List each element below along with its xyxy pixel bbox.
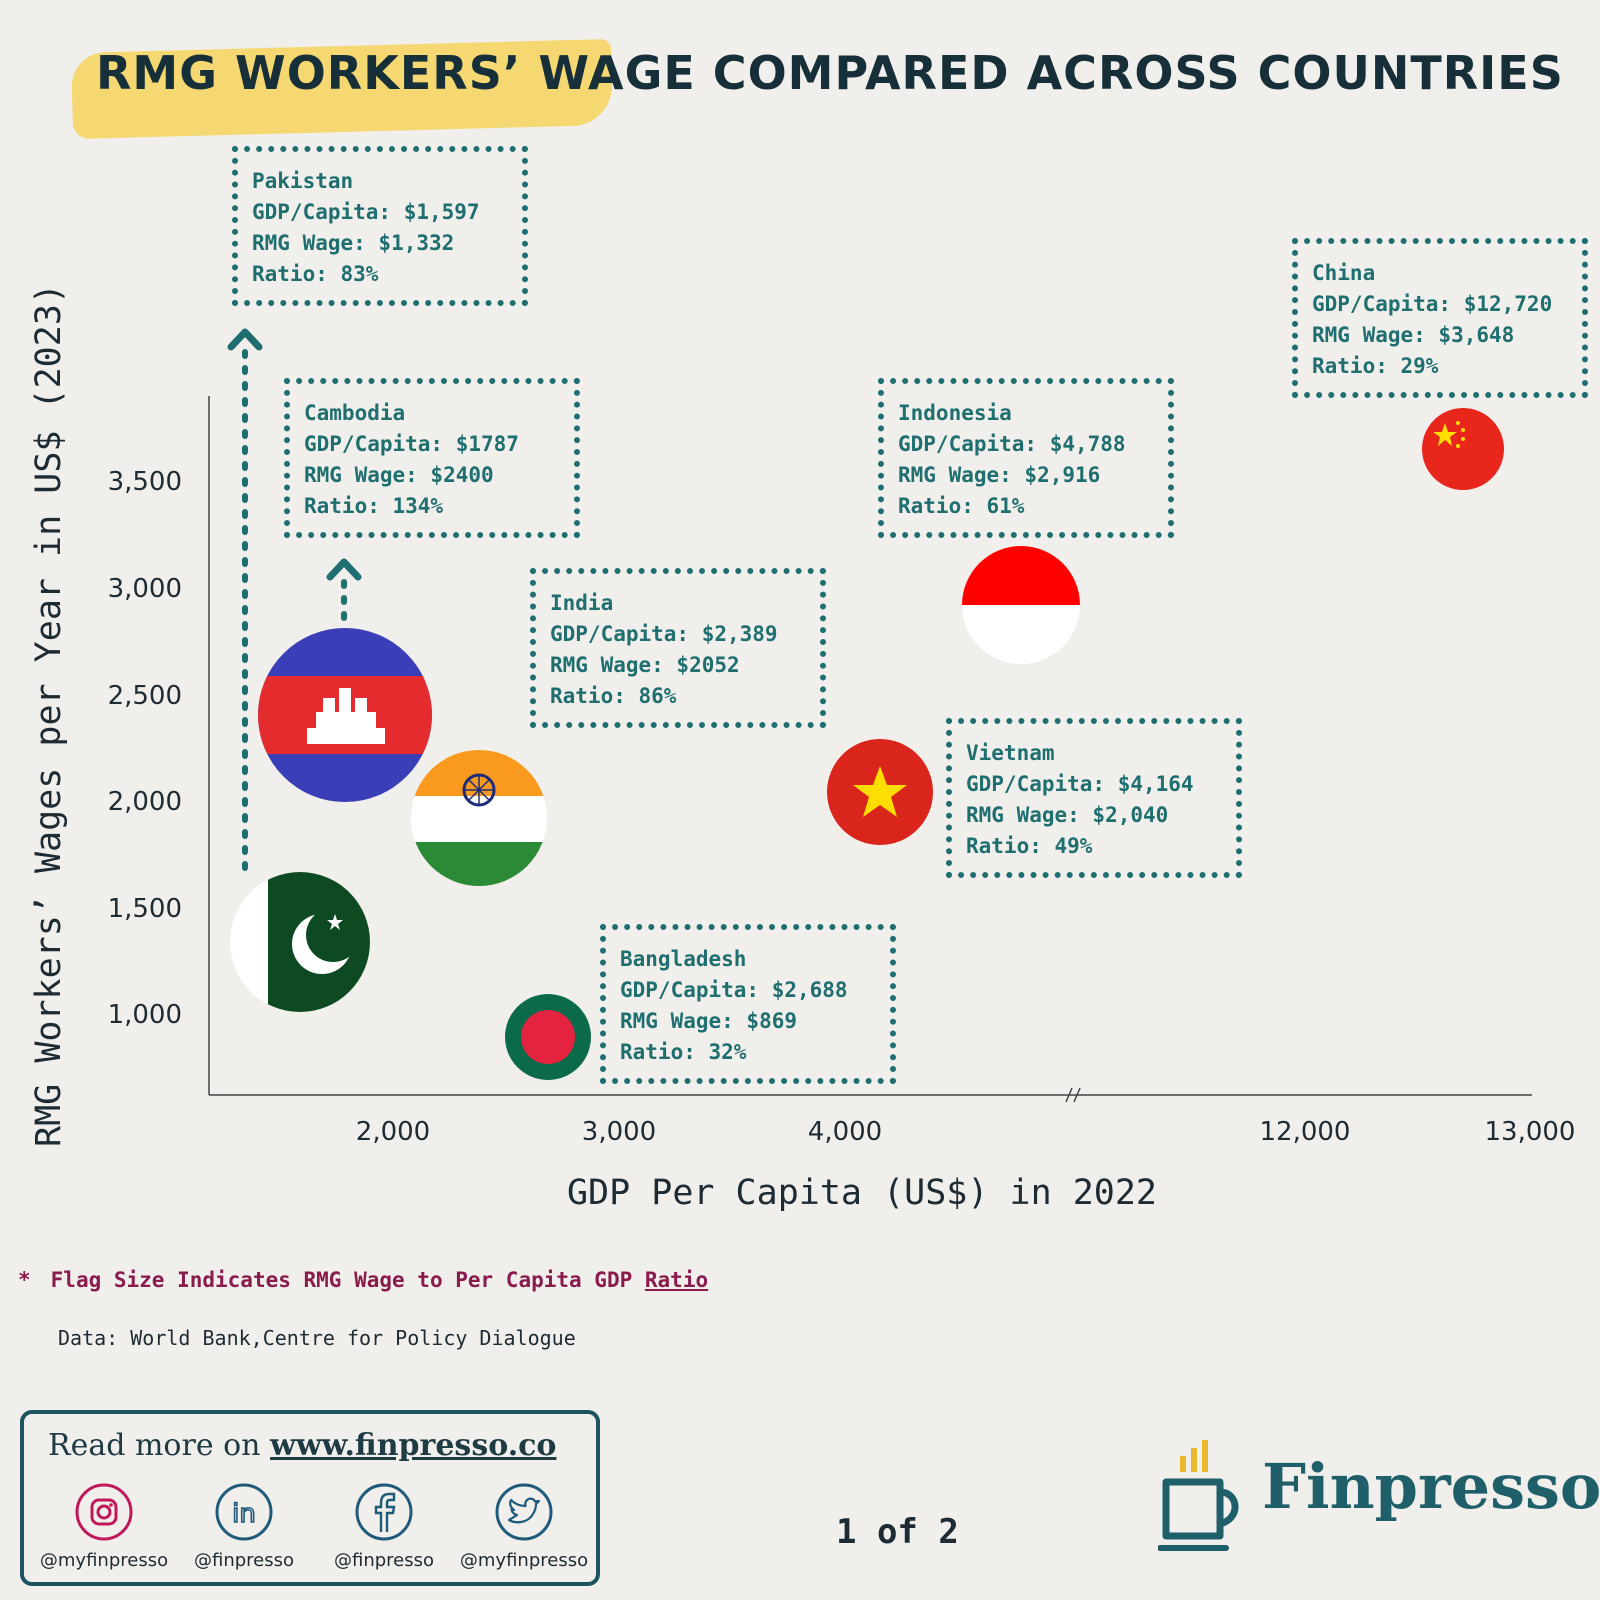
cambodia-flag xyxy=(258,628,432,802)
annotation-india: India GDP/Capita: $2,389 RMG Wage: $2052… xyxy=(530,568,826,728)
y-tick-label: 1,000 xyxy=(108,1000,182,1030)
annotation-country: Bangladesh xyxy=(620,947,747,971)
annotation-ratio: Ratio: 61% xyxy=(898,494,1025,518)
annotation-gdp: GDP/Capita: $4,164 xyxy=(966,772,1194,796)
annotation-country: China xyxy=(1312,261,1376,285)
annotation-wage: RMG Wage: $1,332 xyxy=(252,231,455,255)
annotation-ratio: Ratio: 32% xyxy=(620,1040,747,1064)
x-tick-label: 13,000 xyxy=(1485,1117,1576,1147)
annotation-gdp: GDP/Capita: $4,788 xyxy=(898,432,1126,456)
footnote-underlined: Ratio xyxy=(644,1268,709,1292)
annotation-pakistan: Pakistan GDP/Capita: $1,597 RMG Wage: $1… xyxy=(232,146,528,306)
title-block: RMG Workers’ Wage Compared Across Countr… xyxy=(70,28,1563,140)
chart-title: RMG Workers’ Wage Compared Across Countr… xyxy=(96,46,1564,100)
y-tick-label: 3,000 xyxy=(108,574,182,604)
annotation-wage: RMG Wage: $869 xyxy=(620,1009,798,1033)
instagram-icon[interactable] xyxy=(74,1482,134,1542)
linkedin-link[interactable]: in @finpresso xyxy=(174,1482,314,1571)
brand-name: Finpresso xyxy=(1262,1450,1600,1523)
vietnam-flag xyxy=(827,739,933,845)
read-more-text: Read more on www.finpresso.co xyxy=(48,1428,556,1463)
y-axis-label: RMG Workers’ Wages per Year in US$ (2023… xyxy=(29,283,69,1147)
y-tick-label: 2,500 xyxy=(108,681,182,711)
annotation-ratio: Ratio: 49% xyxy=(966,834,1093,858)
coffee-cup-icon xyxy=(1158,1440,1239,1551)
social-handle: @finpresso xyxy=(333,1550,435,1571)
x-tick-label: 12,000 xyxy=(1260,1117,1351,1147)
facebook-icon[interactable] xyxy=(354,1482,414,1542)
linkedin-icon[interactable]: in xyxy=(214,1482,274,1542)
y-tick-label: 1,500 xyxy=(108,894,182,924)
annotation-wage: RMG Wage: $2052 xyxy=(550,653,740,677)
instagram-link[interactable]: @myfinpresso xyxy=(34,1482,174,1571)
finpresso-logo: Finpresso xyxy=(1158,1436,1600,1556)
website-link[interactable]: www.finpresso.co xyxy=(270,1428,557,1463)
annotation-country: Cambodia xyxy=(304,401,406,425)
annotation-wage: RMG Wage: $2,040 xyxy=(966,803,1169,827)
annotation-ratio: Ratio: 134% xyxy=(304,494,444,518)
annotation-ratio: Ratio: 29% xyxy=(1312,354,1439,378)
x-tick-label: 3,000 xyxy=(582,1117,656,1147)
annotation-wage: RMG Wage: $2400 xyxy=(304,463,494,487)
social-handle: @myfinpresso xyxy=(39,1550,169,1571)
chart-plot: 3,500 3,000 2,500 2,000 1,500 1,000 2,00… xyxy=(29,283,1576,1213)
y-tick-label: 3,500 xyxy=(108,467,182,497)
read-more-box: Read more on www.finpresso.co @myfinpres… xyxy=(20,1410,600,1586)
svg-text:in: in xyxy=(232,1499,256,1529)
annotation-country: Pakistan xyxy=(252,169,354,193)
footnote-text: Flag Size Indicates RMG Wage to Per Capi… xyxy=(50,1268,645,1292)
annotation-country: India xyxy=(550,591,614,615)
annotation-gdp: GDP/Capita: $1787 xyxy=(304,432,519,456)
annotation-vietnam: Vietnam GDP/Capita: $4,164 RMG Wage: $2,… xyxy=(946,718,1242,878)
annotation-cambodia: Cambodia GDP/Capita: $1787 RMG Wage: $24… xyxy=(284,378,580,538)
indonesia-flag xyxy=(962,546,1080,664)
page-indicator: 1 of 2 xyxy=(836,1512,959,1552)
social-handle: @myfinpresso xyxy=(459,1550,589,1571)
annotation-wage: RMG Wage: $3,648 xyxy=(1312,323,1515,347)
annotation-gdp: GDP/Capita: $12,720 xyxy=(1312,292,1553,316)
annotation-gdp: GDP/Capita: $2,688 xyxy=(620,978,848,1002)
annotation-country: Indonesia xyxy=(898,401,1012,425)
pakistan-flag xyxy=(230,872,370,1012)
annotation-ratio: Ratio: 86% xyxy=(550,684,677,708)
annotation-china: China GDP/Capita: $12,720 RMG Wage: $3,6… xyxy=(1292,238,1588,398)
annotation-gdp: GDP/Capita: $1,597 xyxy=(252,200,480,224)
footnote-star: * xyxy=(18,1268,31,1292)
footnote: * Flag Size Indicates RMG Wage to Per Cap… xyxy=(18,1268,708,1292)
twitter-icon[interactable] xyxy=(494,1482,554,1542)
annotation-country: Vietnam xyxy=(966,741,1055,765)
annotation-indonesia: Indonesia GDP/Capita: $4,788 RMG Wage: $… xyxy=(878,378,1174,538)
facebook-link[interactable]: @finpresso xyxy=(314,1482,454,1571)
social-handle: @finpresso xyxy=(193,1550,295,1571)
axis-break-mark xyxy=(1065,1087,1081,1103)
annotation-ratio: Ratio: 83% xyxy=(252,262,379,286)
twitter-link[interactable]: @myfinpresso xyxy=(454,1482,594,1571)
china-flag xyxy=(1422,408,1504,490)
annotation-wage: RMG Wage: $2,916 xyxy=(898,463,1101,487)
cambodia-arrow xyxy=(326,558,362,621)
annotation-bangladesh: Bangladesh GDP/Capita: $2,688 RMG Wage: … xyxy=(600,924,896,1084)
x-axis-label: GDP Per Capita (US$) in 2022 xyxy=(567,1173,1157,1213)
x-tick-label: 2,000 xyxy=(356,1117,430,1147)
india-flag xyxy=(411,750,547,886)
y-tick-label: 2,000 xyxy=(108,787,182,817)
data-source: Data: World Bank,Centre for Policy Dialo… xyxy=(58,1326,576,1350)
annotation-gdp: GDP/Capita: $2,389 xyxy=(550,622,778,646)
x-tick-label: 4,000 xyxy=(808,1117,882,1147)
pakistan-arrow xyxy=(227,328,263,871)
bangladesh-flag xyxy=(505,994,591,1080)
read-more-prefix: Read more on xyxy=(48,1428,271,1463)
